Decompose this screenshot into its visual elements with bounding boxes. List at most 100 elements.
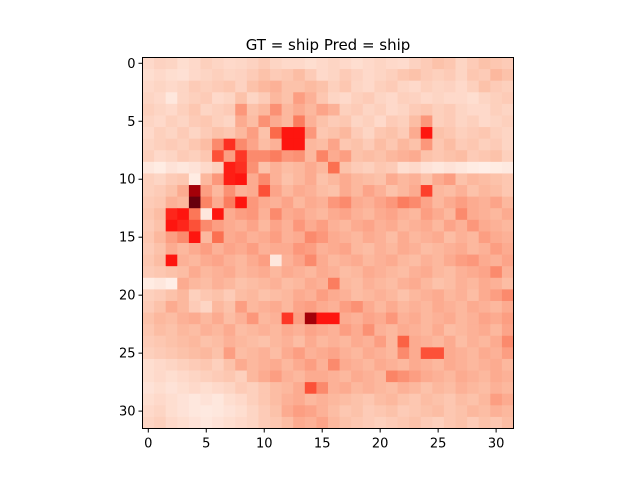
heatmap-cell	[165, 161, 178, 174]
heatmap-cell	[177, 150, 190, 163]
heatmap-cell	[478, 69, 491, 82]
heatmap-cell	[154, 370, 167, 383]
heatmap-cell	[316, 185, 329, 198]
heatmap-cell	[316, 127, 329, 140]
heatmap-cell	[246, 57, 259, 70]
heatmap-cell	[304, 347, 317, 360]
heatmap-cell	[443, 127, 456, 140]
heatmap-cell	[443, 335, 456, 348]
heatmap-cell	[467, 382, 480, 395]
heatmap-cell	[293, 324, 306, 337]
heatmap-cell	[223, 370, 236, 383]
heatmap-cell	[246, 150, 259, 163]
heatmap-cell	[142, 312, 155, 325]
heatmap-cell	[188, 150, 201, 163]
plot-frame	[142, 57, 514, 429]
heatmap-cell	[490, 92, 503, 105]
heatmap-cell	[362, 300, 375, 313]
heatmap-cell	[478, 138, 491, 151]
heatmap-cell	[223, 115, 236, 128]
heatmap-cell	[351, 382, 364, 395]
heatmap-cell	[142, 277, 155, 290]
heatmap-cell	[142, 300, 155, 313]
heatmap-cell	[142, 173, 155, 186]
heatmap-cell	[385, 127, 398, 140]
heatmap-cell	[490, 324, 503, 337]
heatmap-cell	[501, 416, 514, 429]
heatmap-cell	[270, 312, 283, 325]
heatmap-cell	[165, 277, 178, 290]
heatmap-cell	[467, 231, 480, 244]
heatmap-cell	[501, 115, 514, 128]
heatmap-cell	[165, 289, 178, 302]
heatmap-cell	[501, 150, 514, 163]
heatmap-cell	[374, 138, 387, 151]
heatmap-cell	[246, 173, 259, 186]
heatmap-cell	[316, 382, 329, 395]
heatmap-cell	[281, 150, 294, 163]
heatmap-cell	[490, 335, 503, 348]
heatmap-cell	[478, 243, 491, 255]
heatmap-cell	[409, 92, 422, 105]
heatmap-cell	[397, 80, 410, 93]
heatmap-cell	[339, 266, 352, 279]
x-tick-label: 5	[202, 437, 210, 452]
heatmap-cell	[478, 161, 491, 174]
heatmap-cell	[467, 219, 480, 232]
heatmap-cell	[270, 138, 283, 151]
heatmap-cell	[246, 335, 259, 348]
heatmap-cell	[501, 231, 514, 244]
heatmap-cell	[328, 103, 340, 116]
heatmap-cell	[455, 370, 468, 383]
heatmap-cell	[281, 69, 294, 82]
heatmap-cell	[420, 370, 433, 383]
heatmap-cell	[409, 219, 422, 232]
heatmap-cell	[409, 254, 422, 267]
heatmap-cell	[165, 300, 178, 313]
heatmap-cell	[385, 196, 398, 209]
heatmap-cell	[362, 347, 375, 360]
heatmap-cell	[351, 277, 364, 290]
heatmap-cell	[188, 277, 201, 290]
heatmap-cell	[281, 208, 294, 221]
heatmap-cell	[478, 254, 491, 267]
heatmap-cell	[304, 115, 317, 128]
heatmap-cell	[270, 196, 283, 209]
heatmap-cell	[328, 127, 340, 140]
heatmap-cell	[409, 138, 422, 151]
heatmap-cell	[328, 208, 340, 221]
heatmap-cell	[385, 161, 398, 174]
heatmap-cell	[455, 138, 468, 151]
heatmap-cell	[420, 57, 433, 70]
heatmap-cell	[281, 347, 294, 360]
heatmap-cell	[293, 358, 306, 371]
heatmap-cell	[200, 92, 213, 105]
heatmap-cell	[478, 312, 491, 325]
heatmap-cell	[397, 185, 410, 198]
heatmap-cell	[223, 243, 236, 255]
heatmap-cell	[362, 266, 375, 279]
heatmap-cell	[420, 219, 433, 232]
heatmap-cell	[188, 300, 201, 313]
heatmap-cell	[467, 150, 480, 163]
heatmap-cell	[223, 416, 236, 429]
heatmap-cell	[490, 358, 503, 371]
heatmap-cell	[467, 103, 480, 116]
heatmap-cell	[200, 382, 213, 395]
heatmap-cell	[281, 161, 294, 174]
heatmap-cell	[177, 405, 190, 418]
heatmap-cell	[409, 103, 422, 116]
heatmap-cell	[165, 57, 178, 70]
heatmap-cell	[246, 231, 259, 244]
heatmap-cell	[200, 277, 213, 290]
heatmap-cell	[235, 277, 248, 290]
heatmap-cell	[455, 335, 468, 348]
heatmap-cell	[409, 335, 422, 348]
heatmap-cell	[142, 324, 155, 337]
heatmap-cell	[397, 92, 410, 105]
heatmap-cell	[339, 312, 352, 325]
heatmap-cell	[188, 358, 201, 371]
heatmap-cell	[235, 219, 248, 232]
heatmap-cell	[339, 219, 352, 232]
heatmap-cell	[478, 324, 491, 337]
